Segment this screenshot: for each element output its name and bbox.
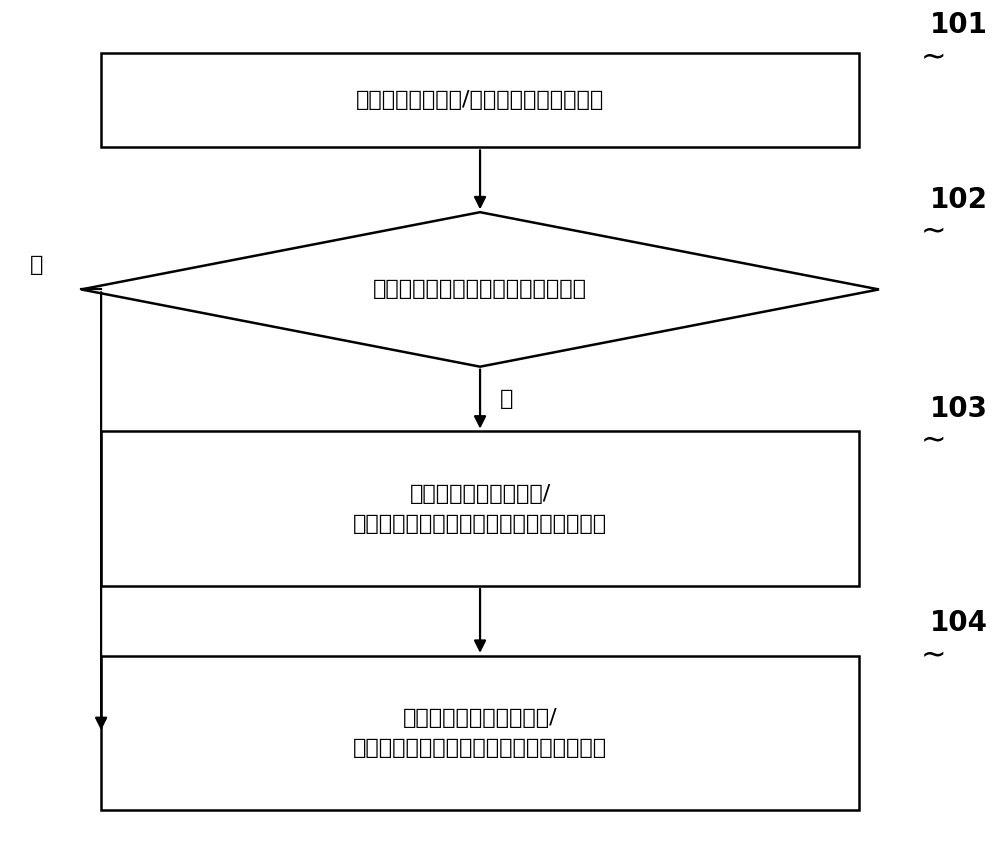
Text: ∼: ∼ bbox=[921, 426, 947, 456]
Text: 否: 否 bbox=[30, 255, 43, 274]
FancyBboxPatch shape bbox=[101, 52, 859, 148]
Text: 104: 104 bbox=[930, 609, 988, 637]
Text: 不控制所述红外成像仪和/
或雷达对应的终端向用户提示监控结果信息: 不控制所述红外成像仪和/ 或雷达对应的终端向用户提示监控结果信息 bbox=[353, 708, 607, 758]
Text: 控制所述红外成像仪和/
或雷达对应的终端向用户提示监控结果信息: 控制所述红外成像仪和/ 或雷达对应的终端向用户提示监控结果信息 bbox=[353, 484, 607, 533]
FancyBboxPatch shape bbox=[101, 656, 859, 810]
Text: 103: 103 bbox=[930, 395, 988, 423]
Text: ∼: ∼ bbox=[921, 217, 947, 246]
Text: 接收红外成像仪和/或雷达发送的监控数据: 接收红外成像仪和/或雷达发送的监控数据 bbox=[356, 90, 604, 110]
Text: 判断所述监控数据是否满足提醒条件: 判断所述监控数据是否满足提醒条件 bbox=[373, 279, 587, 300]
Text: ∼: ∼ bbox=[921, 43, 947, 72]
Text: 是: 是 bbox=[500, 389, 513, 409]
Polygon shape bbox=[81, 212, 879, 366]
FancyBboxPatch shape bbox=[101, 431, 859, 586]
Text: ∼: ∼ bbox=[921, 641, 947, 670]
Text: 101: 101 bbox=[930, 11, 988, 40]
Text: 102: 102 bbox=[930, 186, 988, 214]
